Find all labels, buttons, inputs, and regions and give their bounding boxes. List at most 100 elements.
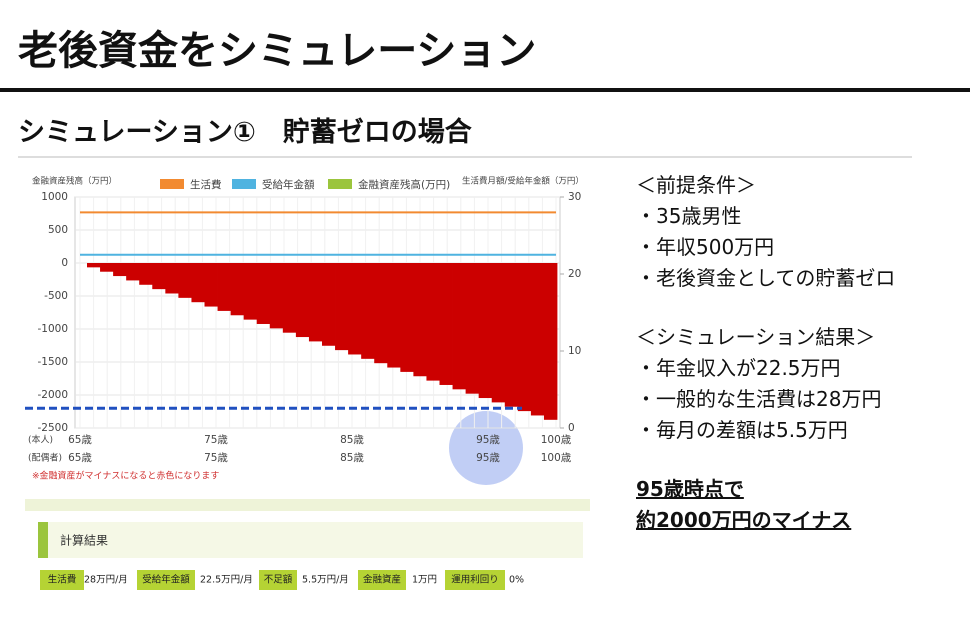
bar: [426, 263, 440, 381]
condition-item: ・35歳男性: [636, 204, 742, 228]
side-text: ＜前提条件＞ ・35歳男性・年収500万円・老後資金としての貯蓄ゼロ ＜シミュレ…: [636, 170, 895, 536]
x-tick-label: 85歳: [340, 452, 364, 464]
legend-swatch: [160, 179, 184, 189]
bar: [282, 263, 297, 333]
result-label: 運用利回り: [451, 574, 499, 586]
legend-label: 生活費: [190, 178, 222, 191]
result-label-bg: [259, 570, 297, 590]
bar: [478, 263, 493, 399]
result-item: ・毎月の差額は5.5万円: [636, 418, 848, 442]
conditions-heading: ＜前提条件＞: [636, 173, 756, 197]
y-tick-label: -2000: [37, 389, 68, 401]
result-value: 1万円: [412, 575, 437, 586]
bar: [504, 263, 519, 407]
bar: [413, 263, 427, 377]
result-label: 金融資産: [363, 574, 401, 586]
condition-item: ・年収500万円: [636, 235, 775, 259]
results-list: ・年金収入が22.5万円・一般的な生活費は28万円 ・毎月の差額は5.5万円: [636, 353, 895, 446]
result-item: ・一般的な生活費は28万円: [636, 387, 882, 411]
legend-swatch: [328, 179, 352, 189]
bar: [165, 263, 179, 294]
result-label-bg: [137, 570, 195, 590]
y2-tick-label: 30: [568, 191, 581, 203]
result-item: ・年金収入が22.5万円: [636, 356, 841, 380]
x-tick-label: 95歳: [476, 452, 500, 464]
result-label: 受給年金額: [142, 574, 190, 586]
bar: [452, 263, 467, 390]
x-tick-label: 100歳: [541, 434, 572, 446]
result-label-bg: [445, 570, 505, 590]
bar: [139, 263, 153, 285]
bar: [374, 263, 388, 364]
bar: [87, 263, 101, 268]
chart-note: ※金融資産がマイナスになると赤色になります: [32, 470, 219, 482]
bar: [530, 263, 545, 416]
row-label: (配偶者): [28, 452, 62, 464]
panel-band: [25, 499, 590, 511]
conclusion: 95歳時点で約2000万円のマイナス: [636, 474, 895, 536]
y-tick-label: 500: [48, 224, 68, 236]
bar: [517, 263, 532, 412]
bar: [308, 263, 323, 342]
title-rule: [0, 88, 970, 92]
result-value: 22.5万円/月: [200, 575, 253, 586]
bar: [191, 263, 205, 303]
result-label: 不足額: [264, 574, 293, 586]
bar: [465, 263, 480, 394]
y2-tick-label: 0: [568, 422, 575, 434]
x-tick-label: 100歳: [541, 452, 572, 464]
x-tick-label: 85歳: [340, 434, 364, 446]
bar: [295, 263, 310, 338]
x-tick-label: 65歳: [68, 452, 92, 464]
bar: [113, 263, 127, 277]
bar: [204, 263, 218, 307]
y-tick-label: -1000: [37, 323, 68, 335]
y-tick-label: 1000: [41, 191, 68, 203]
bar: [230, 263, 245, 316]
panel-title-box: [38, 522, 583, 558]
bar: [152, 263, 166, 290]
bar: [348, 263, 362, 355]
conclusion-line: 95歳時点で: [636, 477, 744, 501]
slide-subtitle: シミュレーション① 貯蓄ゼロの場合: [18, 117, 472, 148]
y-tick-label: 0: [61, 257, 68, 269]
conclusion-line: 約2000万円のマイナス: [636, 508, 852, 532]
bar: [491, 263, 506, 403]
bar: [269, 263, 284, 329]
y2-tick-label: 10: [568, 345, 581, 357]
result-label-bg: [40, 570, 84, 590]
panel-title: 計算結果: [60, 533, 108, 548]
highlight-circle: [449, 411, 523, 485]
legend-label: 金融資産残高(万円): [358, 178, 450, 191]
bar: [178, 263, 192, 298]
subtitle-rule: [18, 156, 912, 158]
row-label: (本人): [28, 434, 53, 446]
bar: [387, 263, 401, 368]
bar: [243, 263, 258, 320]
spacer: [636, 294, 895, 322]
y-tick-label: -500: [44, 290, 68, 302]
conditions-list: ・35歳男性・年収500万円・老後資金としての貯蓄ゼロ: [636, 201, 895, 294]
bar: [322, 263, 336, 346]
x-tick-label: 95歳: [476, 434, 500, 446]
bar: [335, 263, 349, 351]
result-label: 生活費: [48, 574, 77, 586]
y2-axis-title: 生活費月額/受給年金額（万円）: [462, 176, 584, 187]
y-axis-title: 金融資産残高（万円）: [32, 176, 117, 187]
slide-title: 老後資金をシミュレーション: [18, 28, 537, 74]
spacer: [636, 446, 895, 474]
result-value: 0%: [509, 575, 524, 586]
condition-item: ・老後資金としての貯蓄ゼロ: [636, 266, 896, 290]
bar: [126, 263, 140, 281]
legend-swatch: [232, 179, 256, 189]
panel-title-accent: [38, 522, 48, 558]
result-label-bg: [358, 570, 406, 590]
results-heading: ＜シミュレーション結果＞: [636, 325, 876, 349]
x-tick-label: 75歳: [204, 452, 228, 464]
x-tick-label: 75歳: [204, 434, 228, 446]
x-tick-label: 65歳: [68, 434, 92, 446]
bar: [400, 263, 414, 372]
legend-label: 受給年金額: [262, 178, 315, 191]
bar: [100, 263, 114, 272]
